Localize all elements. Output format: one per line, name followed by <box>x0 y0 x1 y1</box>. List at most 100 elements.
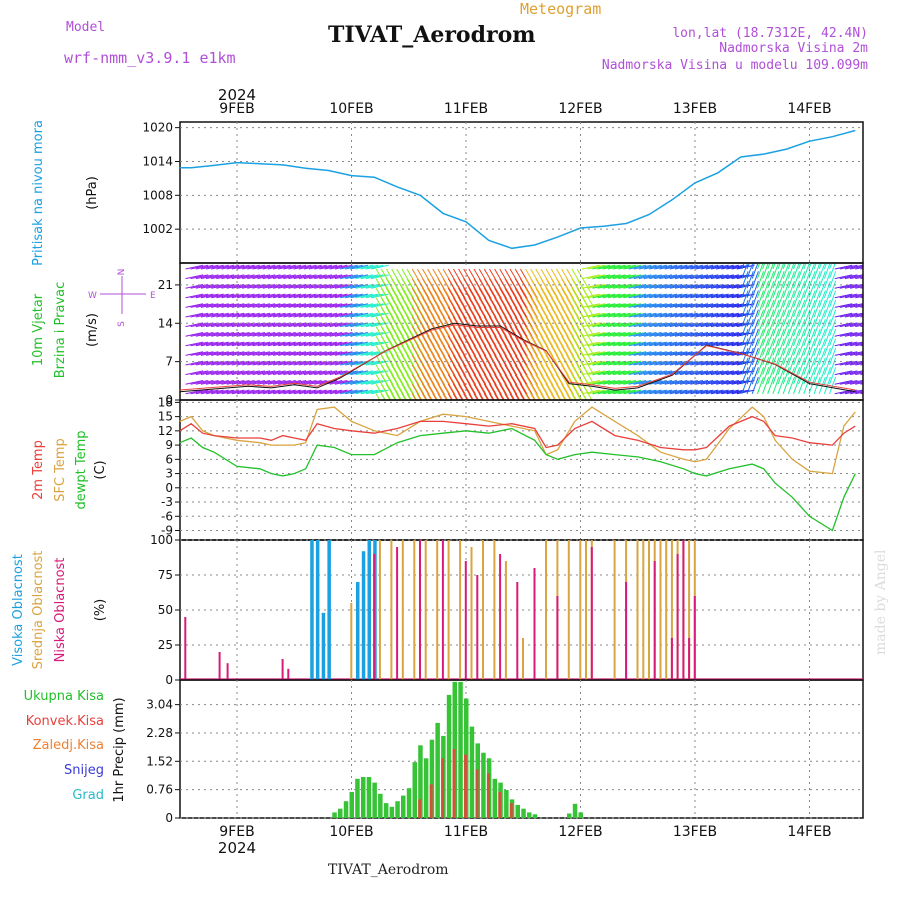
wind-arrow <box>401 393 407 400</box>
wind-arrow <box>236 322 255 328</box>
wind-arrow <box>226 293 245 299</box>
wind-arrow <box>849 304 863 308</box>
wind-arrow <box>272 341 291 347</box>
wind-arrow <box>252 341 271 347</box>
wind-arrow <box>314 341 333 347</box>
wind-arrow <box>726 264 745 270</box>
y-tick-label: 3 <box>165 467 173 481</box>
wind-arrow <box>787 367 795 385</box>
wind-arrow <box>242 341 260 347</box>
wind-arrow <box>185 293 204 299</box>
wind-arrow <box>736 389 755 395</box>
wind-arrow <box>813 328 821 346</box>
wind-arrow <box>695 370 714 376</box>
cloud-bar <box>356 582 360 680</box>
wind-arrow <box>242 293 260 299</box>
wind-arrow <box>716 389 734 395</box>
wind-arrow <box>803 376 811 394</box>
wind-arrow <box>690 332 709 337</box>
wind-arrow <box>782 347 790 366</box>
wind-arrow <box>216 284 235 289</box>
cloud-bar <box>670 638 673 680</box>
wind-arrow <box>360 264 379 270</box>
wind-arrow <box>185 370 204 376</box>
wind-arrow <box>221 389 240 395</box>
wind-arrow <box>355 389 374 395</box>
wind-arrow <box>602 274 621 280</box>
wind-arrow <box>576 316 595 347</box>
wind-arrow <box>762 263 766 270</box>
wind-arrow <box>360 312 379 318</box>
wind-arrow <box>267 293 286 299</box>
wind-arrow <box>324 274 343 280</box>
wind-arrow <box>787 263 792 270</box>
wind-arrow <box>654 370 673 376</box>
wind-arrow <box>576 355 595 386</box>
bottom-date-label: 11FEB <box>444 824 488 840</box>
wind-arrow <box>355 322 374 328</box>
wind-arrow <box>808 263 812 270</box>
wind-arrow <box>674 351 693 356</box>
y-tick-label: 100 <box>150 533 173 547</box>
wind-arrow <box>190 293 209 299</box>
wind-arrow <box>597 293 616 299</box>
wind-arrow <box>618 389 637 395</box>
wind-arrow <box>808 338 816 356</box>
wind-arrow <box>226 389 245 395</box>
wind-arrow <box>334 341 353 347</box>
wind-arrow <box>741 263 745 270</box>
wind-gust-line <box>179 324 856 391</box>
wind-arrow <box>278 351 296 356</box>
precip-bar <box>361 777 366 818</box>
wind-arrow <box>257 380 276 385</box>
wind-arrow <box>710 380 729 385</box>
wind-arrow <box>767 299 775 318</box>
wind-arrow <box>370 264 389 270</box>
wind-arrow <box>793 338 801 356</box>
wind-arrow <box>329 303 348 308</box>
wind-arrow <box>716 303 734 308</box>
wind-arrow <box>406 393 412 400</box>
wind-arrow <box>252 274 271 280</box>
wind-arrow <box>365 284 384 289</box>
wind-arrow <box>762 299 770 318</box>
wind-arrow <box>618 264 637 270</box>
wind-arrow <box>767 357 775 375</box>
wind-arrow <box>705 380 724 385</box>
y-tick-label: -3 <box>161 495 173 509</box>
y-tick-label: 1014 <box>142 154 173 168</box>
wind-arrow <box>283 351 302 356</box>
wind-arrow <box>602 293 621 299</box>
wind-arrow <box>339 264 358 270</box>
wind-arrow <box>607 264 626 270</box>
wind-arrow <box>659 274 678 280</box>
wind-arrow <box>726 389 745 395</box>
wind-arrow <box>829 271 837 289</box>
wind-arrow <box>257 322 276 328</box>
wind-arrow <box>849 361 863 366</box>
wind-arrow <box>272 380 291 385</box>
wind-arrow <box>288 341 307 347</box>
wind-arrow <box>582 274 600 280</box>
wind-arrow <box>710 351 729 356</box>
wind-arrow <box>221 274 240 280</box>
wind-arrow <box>685 341 704 347</box>
cloud-bar <box>447 540 450 680</box>
bottom-year: 2024 <box>218 839 256 857</box>
wind-arrow <box>278 284 296 289</box>
wind-arrow <box>700 389 719 395</box>
wind-arrow <box>298 293 317 299</box>
wind-arrow <box>638 360 657 366</box>
wind-arrow <box>643 264 662 270</box>
wind-arrow <box>751 357 759 375</box>
wind-arrow <box>556 393 561 400</box>
cloud-bar <box>459 540 462 680</box>
meteogram-label: Meteogram <box>520 0 602 18</box>
wind-arrow <box>200 303 219 308</box>
wind-arrow <box>360 380 379 385</box>
wind-arrow <box>314 389 333 395</box>
wind-arrow <box>236 264 255 270</box>
wind-arrow <box>283 284 302 289</box>
wind-arrow <box>643 351 662 356</box>
